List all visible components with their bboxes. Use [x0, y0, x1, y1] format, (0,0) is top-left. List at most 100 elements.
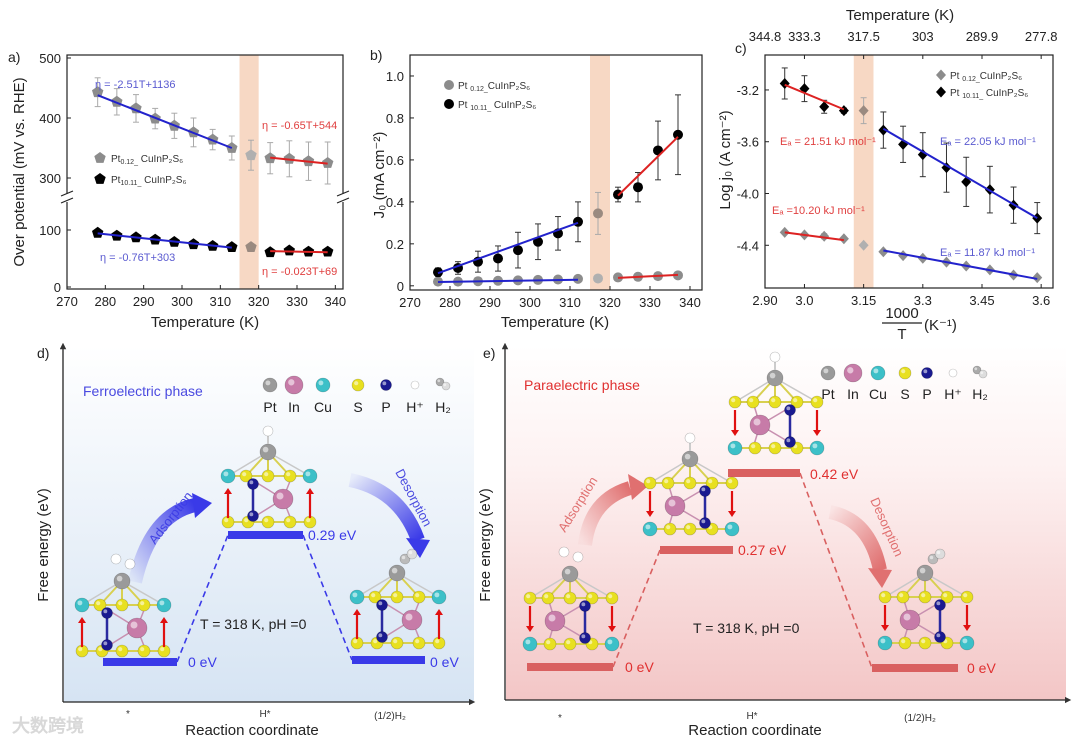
s-atom-highlight [435, 639, 440, 644]
x-tick-label: 3.3 [914, 293, 932, 308]
s-atom-highlight [588, 594, 593, 599]
s-atom-highlight [160, 647, 165, 652]
series-Pt0.12_CuInP2S6 [433, 270, 683, 287]
data-point [92, 226, 104, 238]
pt-legend-icon-highlight [265, 380, 271, 386]
atom-legend-label: S [353, 399, 362, 415]
pt-atom [766, 369, 784, 387]
s-atom [390, 636, 404, 650]
s-legend-icon [898, 366, 912, 380]
s-atom-highlight [771, 444, 776, 449]
x-tick-label: 320 [599, 295, 621, 310]
atomic-structure [220, 425, 318, 529]
s-atom [663, 522, 677, 536]
in-atom [401, 609, 423, 631]
atom-legend-label: Cu [869, 386, 887, 402]
s-atom-highlight [749, 398, 754, 403]
s-atom-highlight [306, 518, 311, 523]
s-atom [261, 469, 275, 483]
atom-legend-label: In [288, 399, 300, 415]
h2-legend-icon-highlight [443, 383, 447, 387]
in-atom [126, 617, 148, 639]
axis-break-gap [61, 194, 73, 202]
s-atom-highlight [686, 479, 691, 484]
h-legend-icon-highlight [950, 370, 954, 374]
top-x-tick-label: 344.8 [749, 29, 782, 44]
in-atom [664, 495, 686, 517]
y-axis-label: Log j₀ (A cm⁻²) [717, 110, 734, 209]
energy-level [660, 546, 733, 554]
s-atom-highlight [881, 593, 886, 598]
h2-legend-icon-highlight [437, 379, 441, 383]
data-point [858, 105, 869, 117]
cu-legend-icon [315, 377, 331, 393]
x-tick-label: 3.0 [795, 293, 813, 308]
x-tick-label: 290 [479, 295, 501, 310]
data-point [573, 216, 583, 227]
in-legend-icon-highlight [847, 367, 854, 374]
data-point [838, 233, 849, 245]
p-atom [101, 639, 113, 651]
process-arrow-head [406, 538, 430, 558]
charts-layer: 270 280 290 300 310 320 330 340 0 100 300 400 500 η =… [39, 29, 1057, 310]
fit-annotation: Eₐ = 11.87 kJ mol⁻¹ [940, 247, 1035, 259]
p-atom-highlight [103, 609, 108, 614]
p-atom-highlight [786, 438, 791, 443]
s-atom [283, 469, 297, 483]
legend-label: Pt 10.11_ CuInP₂S₆ [458, 100, 536, 112]
transition-path [799, 472, 873, 669]
pt-atom-highlight [919, 567, 926, 574]
s-atom [115, 598, 129, 612]
x-tick-label: 280 [439, 295, 461, 310]
top-x-tick-label: 289.9 [966, 29, 999, 44]
axis-break-mark [60, 197, 74, 204]
fit-annotation: η = -0.76T+303 [100, 252, 175, 264]
s-atom-highlight [393, 593, 398, 598]
p-atom-highlight [701, 487, 706, 492]
pt-atom-highlight [564, 568, 571, 575]
panel-label-a: a) [8, 49, 20, 65]
p-atom-highlight [936, 633, 941, 638]
x-tick-label: 3.6 [1032, 293, 1050, 308]
cu-legend-icon-highlight [318, 380, 324, 386]
h-ion [124, 558, 136, 570]
pt-atom-highlight [262, 446, 269, 453]
atom-legend-label: In [847, 386, 859, 402]
cu-atom-highlight [607, 639, 613, 645]
h2-legend-icon [441, 381, 451, 391]
h2-legend-icon-highlight [980, 371, 984, 375]
s-atom [643, 476, 657, 490]
top-x-tick-label: 317.5 [847, 29, 880, 44]
atom-legend-label: P [922, 386, 931, 402]
y-tick-label: 0.2 [386, 237, 404, 252]
s-atom-highlight [140, 647, 145, 652]
s-atom [683, 476, 697, 490]
polarization-arrow-head [813, 430, 821, 436]
top-x-tick-label: 303 [912, 29, 934, 44]
x-axis-label: Reaction coordinate [185, 722, 318, 739]
category-label: (1/2)H₂ [374, 711, 406, 722]
in-atom [544, 610, 566, 632]
bond [267, 451, 311, 477]
panel-label-b: b) [370, 47, 382, 63]
s-atom-highlight [708, 479, 713, 484]
fit-line [784, 83, 845, 111]
data-point [593, 208, 603, 219]
panel-d: d) Free energy (eV) Reaction coordinate … [35, 342, 476, 739]
process-arrow-head [628, 474, 648, 500]
data-point [779, 77, 790, 89]
s-atom [563, 591, 577, 605]
s-atom-highlight [921, 593, 926, 598]
p-atom-highlight [936, 601, 941, 606]
panel-b: b) Temperature (K) J₀ (mA cm⁻²) Pt 0.12_… [370, 47, 609, 331]
s-atom-highlight [566, 594, 571, 599]
s-legend-icon [351, 378, 365, 392]
p-atom [699, 517, 711, 529]
s-atom [768, 441, 782, 455]
s-atom [960, 590, 974, 604]
y-tick-label: 0 [397, 279, 404, 294]
s-atom-highlight [731, 398, 736, 403]
top-x-tick-label: 277.8 [1025, 29, 1058, 44]
legend-marker [936, 86, 946, 98]
pt-legend-icon [820, 365, 836, 381]
